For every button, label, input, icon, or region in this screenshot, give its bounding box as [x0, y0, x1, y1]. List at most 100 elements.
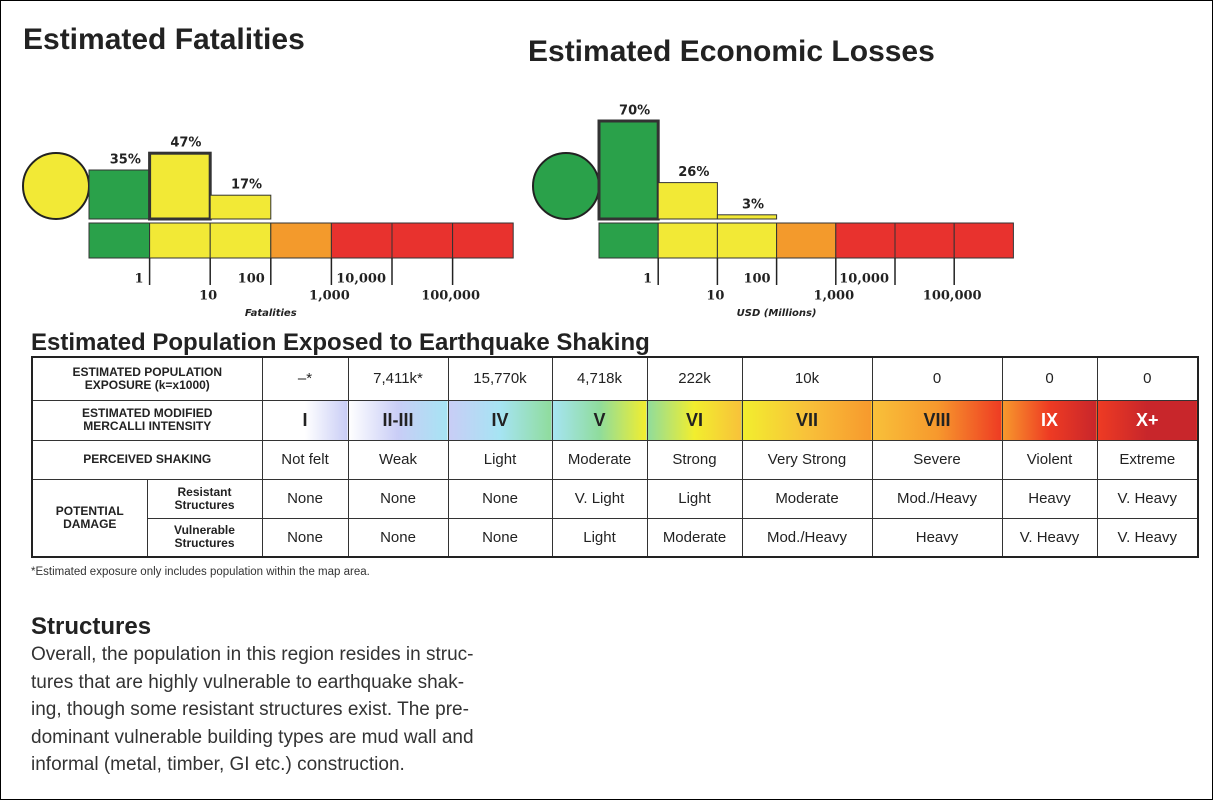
table-cell: IX: [1001, 399, 1098, 441]
scale-segment: [835, 222, 896, 259]
tick-label: 1: [643, 272, 652, 287]
table-cell: V. Heavy: [1096, 478, 1199, 519]
text-line: informal (metal, timber, GI etc.) constr…: [31, 754, 405, 775]
bar: [209, 194, 272, 220]
section-title: Estimated Population Exposed to Earthqua…: [31, 329, 650, 356]
table-cell: V. Heavy: [1096, 517, 1199, 558]
tick-label: 10,000: [336, 272, 386, 287]
table-cell: Resistant Structures: [146, 478, 263, 519]
text-line: tures that are highly vulnerable to eart…: [31, 671, 465, 693]
table-cell: Heavy: [871, 517, 1003, 558]
bar: [657, 182, 718, 220]
bar-label: 3%: [742, 197, 764, 212]
table-cell: POTENTIAL DAMAGE: [31, 478, 148, 558]
tick-label: 100,000: [421, 289, 480, 304]
exposure-table: ESTIMATED POPULATION EXPOSURE (k=x1000) –…: [31, 356, 1199, 558]
scale-segment: [894, 222, 955, 259]
table-row: ESTIMATED MODIFIED MERCALLI INTENSITY I II…: [31, 399, 1199, 441]
scale-segment: [716, 222, 778, 259]
tick-label: 10,000: [839, 272, 889, 287]
bar-label: 35%: [110, 153, 141, 168]
table-cell: Not felt: [261, 439, 349, 480]
table-cell: ESTIMATED POPULATION EXPOSURE (k=x1000): [31, 356, 263, 401]
scale-segment: [776, 222, 837, 259]
tick-label: 100: [743, 272, 770, 287]
bar: [148, 151, 212, 221]
table-cell: Severe: [871, 439, 1003, 480]
table-cell: Moderate: [646, 517, 743, 558]
table-cell: Moderate: [551, 439, 648, 480]
table-cell: Mod./Heavy: [871, 478, 1003, 519]
tick-label: 100: [238, 272, 265, 287]
alert-circle: [22, 152, 90, 220]
bar-label: 17%: [231, 178, 262, 193]
table-cell: V: [551, 399, 648, 441]
table-cell: None: [347, 478, 449, 519]
table-cell: Heavy: [1001, 478, 1098, 519]
tick-label: 10: [706, 289, 724, 304]
table-cell: 7,411k*: [347, 356, 449, 401]
table-row: POTENTIAL DAMAGE Resistant Structures None…: [31, 478, 1199, 558]
table-cell: 10k: [741, 356, 873, 401]
bar: [716, 214, 778, 220]
table-cell: 222k: [646, 356, 743, 401]
scale-segment: [953, 222, 1014, 259]
scale-segment: [330, 222, 393, 259]
table-cell: Violent: [1001, 439, 1098, 480]
table-cell: V. Heavy: [1001, 517, 1098, 558]
tick-label: 100,000: [923, 289, 982, 304]
table-cell: Light: [447, 439, 553, 480]
scale-segment: [149, 222, 211, 259]
tick-label: 1,000: [813, 289, 854, 304]
table-cell: Very Strong: [741, 439, 873, 480]
table-cell: None: [447, 478, 553, 519]
table-cell: I: [261, 399, 349, 441]
table-cell: 4,718k: [551, 356, 648, 401]
table-cell: Weak: [347, 439, 449, 480]
structures-text: Overall, the population in this region r…: [31, 641, 474, 779]
tick-label: 1: [135, 272, 144, 287]
axis-label: USD (Millions): [737, 308, 817, 319]
text-line: Overall, the population in this region r…: [31, 644, 474, 665]
tick-label: 1,000: [309, 289, 350, 304]
structures-title: Structures: [31, 613, 152, 640]
table-cell: Light: [646, 478, 743, 519]
table-cell: ESTIMATED MODIFIED MERCALLI INTENSITY: [31, 399, 263, 441]
bar-label: 26%: [678, 165, 709, 180]
table-cell: None: [261, 478, 349, 519]
table-cell: Light: [551, 517, 648, 558]
chart-title: Estimated Economic Losses: [528, 35, 935, 68]
table-cell: VI: [646, 399, 743, 441]
footnote: *Estimated exposure only includes popula…: [31, 566, 370, 578]
text-line: dominant vulnerable building types are m…: [31, 726, 474, 748]
table-row: Vulnerable Structures None None None Light Mo…: [32, 517, 1199, 558]
table-cell: IV: [447, 399, 553, 441]
axis-label: Fatalities: [245, 308, 297, 319]
scale-segment: [88, 222, 151, 259]
charts: Estimated Fatalities 35% 47% 17% 1 10 100 1,000…: [22, 23, 1014, 319]
table-cell: VII: [741, 399, 873, 441]
table-cell: 0: [1001, 356, 1098, 401]
table-cell: –*: [261, 356, 349, 401]
table-cell: VIII: [871, 399, 1003, 441]
table-cell: Moderate: [741, 478, 873, 519]
table-cell: PERCEIVED SHAKING: [31, 439, 263, 480]
bar-label: 70%: [619, 104, 650, 119]
scale-segment: [598, 222, 659, 259]
scale-segment: [452, 222, 514, 259]
table-cell: X+: [1096, 399, 1199, 441]
table-cell: Mod./Heavy: [741, 517, 873, 558]
table-cell: 15,770k: [447, 356, 553, 401]
table-cell: None: [447, 517, 553, 558]
bar: [597, 119, 660, 221]
table-cell: None: [347, 517, 449, 558]
chart-title: Estimated Fatalities: [23, 23, 305, 56]
table-cell: Strong: [646, 439, 743, 480]
scale-segment: [270, 222, 332, 259]
scale-segment: [209, 222, 272, 259]
tick-label: 10: [199, 289, 217, 304]
table-row: PERCEIVED SHAKING Not felt Weak Light Modera…: [31, 439, 1199, 480]
table-cell: II-III: [347, 399, 449, 441]
table-row: ESTIMATED POPULATION EXPOSURE (k=x1000) –…: [31, 356, 1199, 401]
